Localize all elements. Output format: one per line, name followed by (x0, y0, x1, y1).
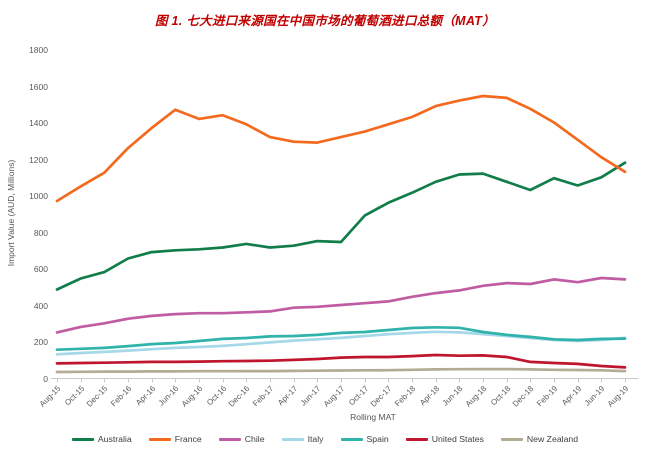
legend-label: New Zealand (526, 434, 579, 444)
y-tick-label: 1400 (29, 118, 48, 128)
legend-label: Chile (244, 434, 265, 444)
legend-label: Italy (307, 434, 324, 444)
legend-label: France (174, 434, 202, 444)
legend-item-united-states: United States (405, 434, 484, 444)
legend-label: United States (431, 434, 484, 444)
legend-item-italy: Italy (281, 434, 324, 444)
y-tick-label: 0 (43, 373, 48, 384)
series-line-australia (55, 161, 627, 291)
legend-item-spain: Spain (340, 434, 389, 444)
legend-label: Australia (97, 434, 132, 444)
legend-item-new-zealand: New Zealand (500, 434, 579, 444)
y-tick-label: 1200 (29, 154, 48, 165)
y-tick-label: 1000 (29, 191, 48, 201)
legend-item-australia: Australia (71, 434, 132, 444)
legend-swatch-new-zealand (500, 437, 523, 441)
series-line-italy (55, 330, 627, 356)
series-line-new-zealand (55, 367, 627, 374)
legend-swatch-italy (281, 437, 304, 441)
legend-swatch-france (148, 437, 171, 441)
legend-swatch-spain (340, 437, 363, 441)
y-tick-label: 200 (33, 337, 48, 347)
y-tick-label: 600 (33, 264, 48, 274)
legend-swatch-chile (218, 437, 241, 441)
chart-title: 图 1. 七大进口来源国在中国市场的葡萄酒进口总额（MAT） (154, 14, 496, 28)
legend-label: Spain (366, 434, 389, 444)
series-line-chile (55, 276, 627, 334)
series-line-france (55, 94, 627, 203)
y-tick-label: 1600 (29, 81, 48, 92)
legend-swatch-australia (71, 437, 94, 441)
legend: Australia France Chile Italy Spain United Sta… (0, 434, 650, 444)
series-line-spain (55, 325, 627, 352)
legend-swatch-united-states (405, 437, 428, 441)
y-tick-label: 400 (33, 300, 48, 311)
x-axis-title: Rolling MAT (350, 412, 396, 422)
legend-item-france: France (148, 434, 202, 444)
y-tick-label: 800 (33, 227, 48, 238)
y-tick-label: 1800 (29, 45, 48, 55)
legend-item-chile: Chile (218, 434, 265, 444)
series-line-united-states (55, 353, 627, 369)
